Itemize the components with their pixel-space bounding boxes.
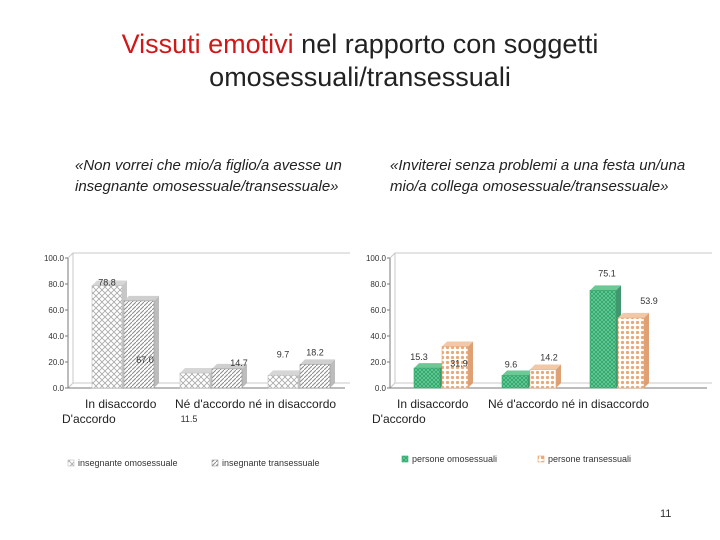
bar [617, 317, 645, 389]
bar-side [644, 312, 649, 388]
bar-value-label: 11.5 [181, 414, 198, 424]
bar [413, 367, 441, 389]
bar-top [590, 285, 621, 291]
y-tick-label: 0.0 [375, 384, 387, 393]
bar-value-label: 31.9 [450, 359, 468, 369]
bar-value-label: 15.3 [410, 352, 428, 362]
y-tick-label: 20.0 [48, 358, 64, 367]
bar-side [468, 341, 473, 388]
bar [179, 372, 211, 389]
bar-value-label: 78.8 [98, 278, 116, 288]
bar [441, 346, 469, 389]
category-label: D'accordo [372, 412, 426, 426]
y-tick-label: 40.0 [370, 332, 386, 341]
left-chart-title: «Non vorrei che mio/a figlio/a avesse un… [75, 157, 342, 195]
bar-side [242, 363, 247, 388]
bar-top [530, 364, 561, 370]
category-label: In disaccordo [397, 397, 469, 411]
plot-top-edge [67, 252, 350, 259]
bar-top [92, 280, 127, 286]
bar-value-label: 67.0 [136, 355, 154, 365]
bar [267, 375, 299, 389]
category-label: Né d'accordo né in disaccordo [488, 397, 649, 411]
bar-top [180, 368, 215, 374]
y-tick-label: 60.0 [48, 306, 64, 315]
plot-top-edge [389, 252, 712, 259]
category-label: In disaccordo [85, 397, 157, 411]
bar-value-label: 75.1 [598, 268, 616, 278]
bar-top [268, 370, 303, 376]
y-tick-label: 80.0 [48, 280, 64, 289]
legend-swatch [401, 455, 409, 463]
floor-edge [67, 382, 350, 389]
right-bar-chart: 0.0 20.0 40.0 60.0 80.0 100.0 15.3 9.6 75.1 31.9 1… [366, 252, 712, 464]
y-tick-label: 0.0 [53, 384, 65, 393]
page-number: 11 [660, 508, 672, 520]
bar [529, 369, 557, 389]
y-tick-label: 20.0 [370, 358, 386, 367]
y-tick-label: 100.0 [44, 254, 65, 263]
legend-label: persone transessuali [548, 454, 631, 464]
category-label: D'accordo [62, 412, 116, 426]
left-bar-chart: 0.0 20.0 40.0 60.0 80.0 100.0 78.8 11.5 9.7 67.0 1… [44, 252, 350, 468]
title-line-1: Vissuti emotivi nel rapporto con soggett… [0, 28, 720, 61]
title-line-2: omosessuali/transessuali [209, 62, 511, 92]
y-tick-label: 100.0 [366, 254, 387, 263]
legend-swatch [537, 455, 545, 463]
title-accent: Vissuti emotivi [121, 29, 294, 59]
bar [91, 285, 123, 389]
right-chart-title: «Inviterei senza problemi a una festa un… [390, 157, 686, 195]
legend-label: persone omosessuali [412, 454, 497, 464]
bar [211, 368, 243, 389]
title-rest: nel rapporto con soggetti [293, 29, 599, 59]
y-tick-label: 80.0 [370, 280, 386, 289]
bar [589, 290, 617, 389]
legend-label: insegnante omosessuale [78, 458, 178, 468]
bar-value-label: 14.2 [540, 353, 558, 363]
legend-swatch [211, 459, 219, 467]
legend-swatch [67, 459, 75, 467]
bar-top [414, 363, 445, 369]
bar [299, 364, 331, 389]
bar-side [154, 295, 159, 388]
bar-side [330, 359, 335, 388]
bar [123, 300, 155, 389]
bar-side [556, 364, 561, 388]
bar-top [442, 341, 473, 347]
bar-value-label: 14.7 [230, 358, 248, 368]
bar-value-label: 9.6 [505, 360, 518, 370]
bar-top [212, 363, 247, 369]
bar-top [502, 370, 533, 376]
bar-top [618, 312, 649, 318]
y-tick-label: 40.0 [48, 332, 64, 341]
legend-label: insegnante transessuale [222, 458, 320, 468]
bar-top [124, 295, 159, 301]
y-tick-label: 60.0 [370, 306, 386, 315]
page-title: Vissuti emotivi nel rapporto con soggett… [0, 28, 720, 94]
category-label: Né d'accordo né in disaccordo [175, 397, 336, 411]
bar-value-label: 18.2 [306, 347, 324, 357]
bar-top [300, 359, 335, 365]
bar [501, 375, 529, 389]
bar-value-label: 9.7 [277, 349, 290, 359]
bar-value-label: 53.9 [640, 296, 658, 306]
